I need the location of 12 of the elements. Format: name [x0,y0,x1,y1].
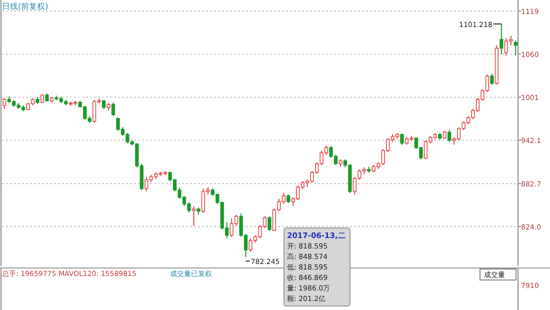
candlestick [400,133,404,146]
candlestick [111,102,116,117]
candlestick [201,188,206,214]
chart-title: 日线(前复权) [2,2,48,11]
candlestick [500,23,504,55]
candlestick [2,97,6,110]
candlestick [448,130,452,142]
candlestick [268,216,272,232]
candlestick [424,140,428,160]
candlestick [490,73,494,86]
candlestick [192,206,196,226]
candlestick [514,40,518,56]
